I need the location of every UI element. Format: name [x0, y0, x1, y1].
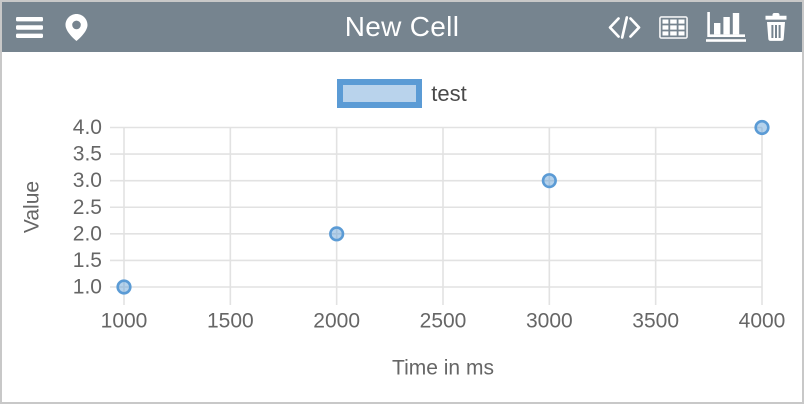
- active-tab-underline: [706, 39, 746, 42]
- x-tick-label: 3000: [526, 310, 573, 333]
- table-view-button[interactable]: [658, 15, 689, 40]
- y-tick-label: 2.5: [73, 196, 102, 219]
- x-tick-label: 1000: [101, 310, 148, 333]
- x-tick-label: 4000: [739, 310, 786, 333]
- table-icon: [659, 15, 688, 39]
- data-point: [329, 226, 345, 242]
- header-left-icons: [16, 2, 88, 52]
- hamburger-icon: [16, 16, 43, 38]
- code-icon: [608, 15, 641, 39]
- x-tick-label: 2500: [420, 310, 467, 333]
- y-tick-label: 1.5: [73, 249, 102, 272]
- y-tick-label: 3.5: [73, 143, 102, 166]
- y-tick-label: 3.0: [73, 169, 102, 192]
- header-right-icons: [608, 2, 789, 52]
- delete-button[interactable]: [763, 13, 789, 41]
- x-tick-label: 1500: [207, 310, 254, 333]
- legend-swatch: [337, 79, 423, 108]
- menu-button[interactable]: [16, 16, 43, 38]
- header-bar: New Cell: [2, 2, 802, 52]
- location-pin-icon: [65, 13, 88, 41]
- data-point: [116, 279, 132, 295]
- bar-chart-icon: [706, 12, 746, 42]
- x-tick-label: 2000: [313, 310, 360, 333]
- x-tick-label: 3500: [632, 310, 679, 333]
- y-tick-label: 1.0: [73, 276, 102, 299]
- trash-icon: [765, 13, 787, 41]
- location-button[interactable]: [65, 13, 88, 41]
- x-axis-title: Time in ms: [392, 357, 494, 380]
- y-axis-title: Value: [21, 181, 44, 233]
- data-point: [754, 119, 770, 136]
- y-tick-label: 2.0: [73, 222, 102, 245]
- y-tick-label: 4.0: [73, 116, 102, 139]
- code-view-button[interactable]: [608, 15, 641, 39]
- legend-label: test: [431, 80, 467, 106]
- data-point: [541, 173, 557, 189]
- chart-view-button[interactable]: [706, 12, 746, 42]
- chart-legend: test: [2, 79, 802, 108]
